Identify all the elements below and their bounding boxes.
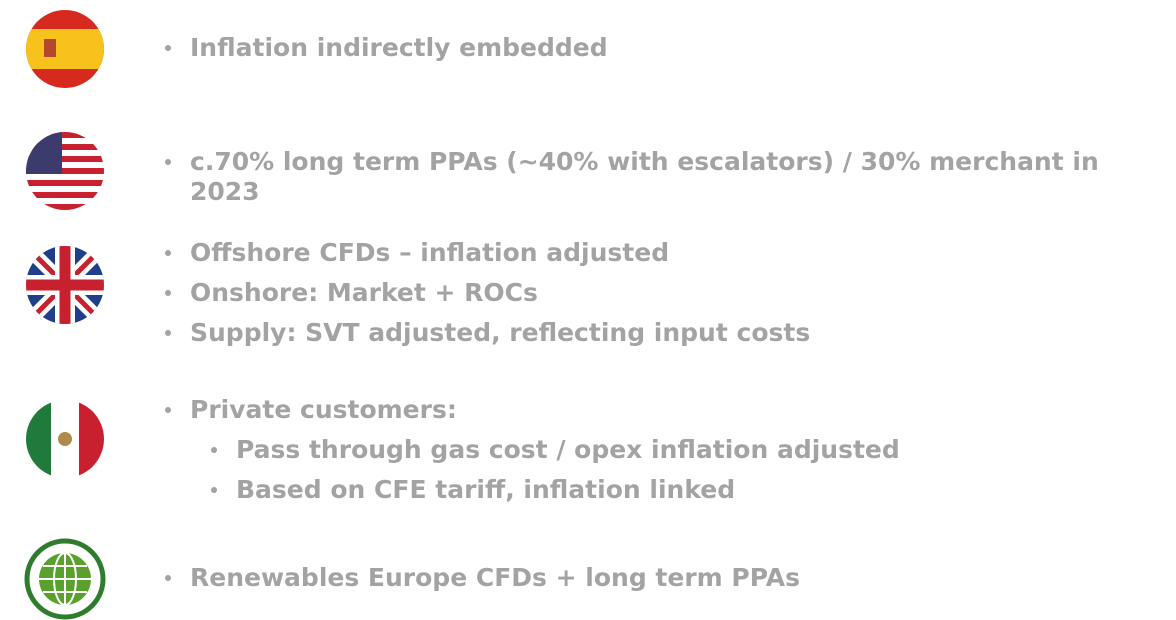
bullet-dot <box>165 407 171 413</box>
row: Offshore CFDs – inflation adjusted Onshor… <box>150 238 1172 358</box>
mexico-flag <box>26 400 104 478</box>
row: Renewables Europe CFDs + long term PPAs <box>150 563 1172 603</box>
bullet: Private customers: <box>150 395 1172 425</box>
bullet-dot <box>165 290 171 296</box>
bullet: Inflation indirectly embedded <box>150 33 1172 63</box>
bullet-dot <box>165 159 171 165</box>
uk-flag <box>26 246 104 324</box>
bullet-dot <box>165 330 171 336</box>
bullet-dot <box>165 45 171 51</box>
bullet-dot <box>211 487 217 493</box>
bullet: Renewables Europe CFDs + long term PPAs <box>150 563 1172 593</box>
bullet-text: c.70% long term PPAs (~40% with escalato… <box>190 147 1099 206</box>
bullet: Onshore: Market + ROCs <box>150 278 1172 308</box>
bullet: Supply: SVT adjusted, reflecting input c… <box>150 318 1172 348</box>
bullet-text: Onshore: Market + ROCs <box>190 278 538 307</box>
globe-icon <box>24 538 106 620</box>
bullet-dot <box>165 575 171 581</box>
bullet-text: Pass through gas cost / opex inflation a… <box>236 435 900 464</box>
bullet: c.70% long term PPAs (~40% with escalato… <box>150 147 1172 207</box>
spain-flag <box>26 10 104 88</box>
row: Inflation indirectly embedded <box>150 33 1172 73</box>
row: c.70% long term PPAs (~40% with escalato… <box>150 147 1172 217</box>
bullet-text: Inflation indirectly embedded <box>190 33 608 62</box>
bullet-text: Based on CFE tariff, inflation linked <box>236 475 736 504</box>
sub-bullet: Based on CFE tariff, inflation linked <box>150 475 1172 505</box>
bullet: Offshore CFDs – inflation adjusted <box>150 238 1172 268</box>
us-flag <box>26 132 104 210</box>
bullet-text: Renewables Europe CFDs + long term PPAs <box>190 563 800 592</box>
bullet-text: Private customers: <box>190 395 457 424</box>
bullet-dot <box>165 250 171 256</box>
sub-bullet: Pass through gas cost / opex inflation a… <box>150 435 1172 465</box>
row: Private customers: Pass through gas cost … <box>150 395 1172 515</box>
bullet-dot <box>211 447 217 453</box>
bullet-text: Offshore CFDs – inflation adjusted <box>190 238 670 267</box>
bullet-text: Supply: SVT adjusted, reflecting input c… <box>190 318 811 347</box>
